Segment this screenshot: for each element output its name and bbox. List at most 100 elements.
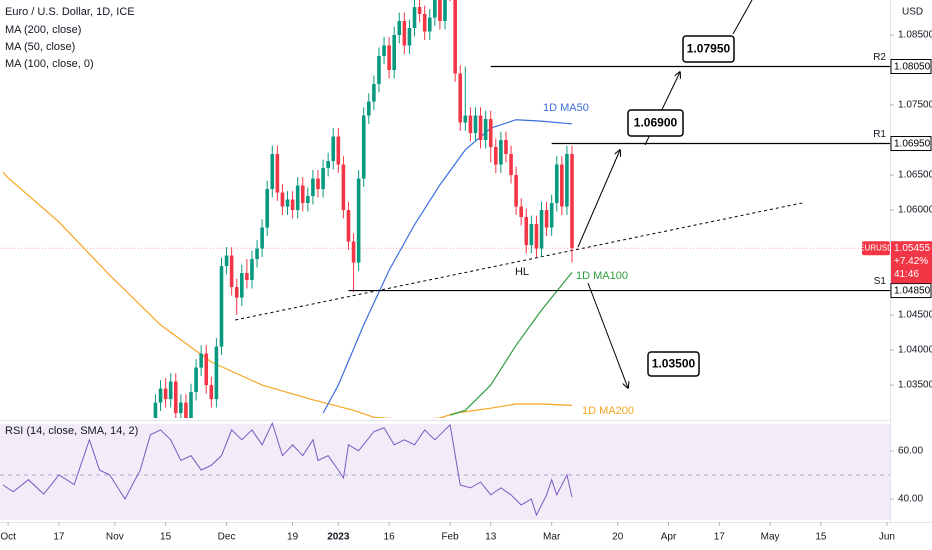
moving-average	[2, 171, 573, 418]
candle-body	[392, 35, 397, 71]
candle-body	[234, 287, 239, 298]
candle-body	[255, 248, 259, 260]
candle-body	[173, 381, 178, 414]
candle-body	[473, 115, 478, 134]
candle-body	[336, 136, 341, 165]
ma-label: 1D MA50	[543, 102, 589, 114]
ma-label: 1D MA100	[576, 270, 628, 282]
candle-body	[422, 14, 427, 32]
y-tick-label: 40.00	[898, 494, 923, 505]
candle-body	[250, 259, 254, 281]
level-tag	[890, 136, 932, 152]
trendline	[235, 201, 806, 321]
legend-entry: MA (100, close, 0)	[5, 58, 94, 70]
candle-body	[534, 224, 539, 249]
candle-body	[438, 0, 442, 22]
candle-body	[570, 154, 574, 248]
candle-body	[397, 21, 402, 36]
candle-body	[519, 206, 523, 218]
candle-body	[504, 140, 508, 155]
legend-entry: MA (50, close)	[5, 41, 75, 53]
candle-body	[168, 381, 173, 400]
target-box	[627, 109, 684, 137]
candle-body	[509, 154, 513, 176]
level-name: R1	[873, 129, 886, 140]
candle-body	[351, 241, 356, 263]
candle-body	[346, 210, 351, 242]
x-tick-label: 20	[612, 532, 624, 543]
candle-body	[367, 101, 371, 116]
level-name: R2	[873, 52, 886, 63]
candle-body	[184, 402, 188, 418]
candle-body	[341, 164, 346, 211]
y-tick-label: 1.08500	[898, 30, 932, 41]
y-tick-label: 1.03500	[898, 380, 932, 391]
y-axis-label: USD	[902, 7, 923, 18]
x-tick-label: 17	[53, 532, 65, 543]
candle-body	[153, 402, 158, 418]
annotation: HL	[515, 266, 529, 278]
candle-body	[204, 353, 209, 386]
y-tick-label: 1.04500	[898, 310, 932, 321]
x-tick-label: May	[761, 532, 780, 543]
candle-body	[488, 119, 493, 148]
candle-body	[377, 56, 381, 85]
price-tag-change: +7.42%	[894, 256, 928, 267]
x-tick-label: 13	[485, 532, 497, 543]
target-label: 1.06900	[634, 116, 678, 130]
candle-body	[240, 273, 244, 298]
candle-body	[356, 178, 361, 263]
candle-body	[412, 7, 417, 29]
candle-body	[224, 255, 229, 267]
candle-body	[443, 0, 447, 22]
price-tag	[891, 241, 932, 284]
candle-body	[565, 154, 569, 207]
candle-body	[361, 115, 366, 179]
x-tick-label: Dec	[218, 532, 236, 543]
symbol-tag-label: EURUSD	[859, 243, 893, 252]
candle-body	[311, 178, 315, 197]
arrow	[587, 282, 628, 388]
moving-average	[449, 271, 573, 416]
candle-body	[407, 28, 412, 46]
axes: 1.08500 1.07500 1.06500 1.06000 1.04500 1.040…	[0, 30, 932, 543]
target-box	[682, 35, 735, 63]
candle-body	[163, 388, 168, 400]
level-name: S1	[874, 276, 887, 287]
price-pane	[0, 0, 890, 418]
y-tick-label: 1.06000	[898, 205, 932, 216]
candle-body	[285, 199, 290, 207]
candle-body	[468, 115, 473, 134]
candle-body	[560, 164, 564, 207]
candle-body	[463, 115, 468, 123]
x-tick-label: 2023	[327, 532, 350, 543]
y-tick-label: 1.04000	[898, 345, 932, 356]
arrow	[732, 0, 753, 35]
target-label: 1.07950	[687, 42, 731, 56]
legend-entry: MA (200, close)	[5, 24, 81, 36]
candle-body	[229, 255, 234, 288]
ma-label: 1D MA200	[582, 405, 634, 417]
candle-body	[209, 385, 214, 400]
moving-average	[322, 119, 573, 414]
candle-body	[331, 136, 336, 162]
candle-body	[499, 140, 503, 165]
candle-body	[300, 185, 305, 204]
candle-body	[514, 175, 518, 207]
candle-body	[478, 115, 483, 141]
candle-body	[321, 168, 325, 190]
candle-body	[326, 161, 330, 169]
candle-body	[316, 178, 320, 190]
candle-body	[427, 17, 432, 32]
x-tick-label: 17	[714, 532, 726, 543]
level-tag	[890, 283, 932, 299]
chart-title: Euro / U.S. Dollar, 1D, ICE	[5, 6, 135, 18]
price-tag-countdown: 41:46	[894, 269, 919, 280]
candle-body	[458, 73, 463, 123]
candle-body	[260, 227, 264, 249]
candle-body	[270, 154, 275, 190]
candle-body	[529, 224, 534, 246]
candle-body	[158, 388, 163, 403]
x-tick-label: 16	[384, 532, 396, 543]
